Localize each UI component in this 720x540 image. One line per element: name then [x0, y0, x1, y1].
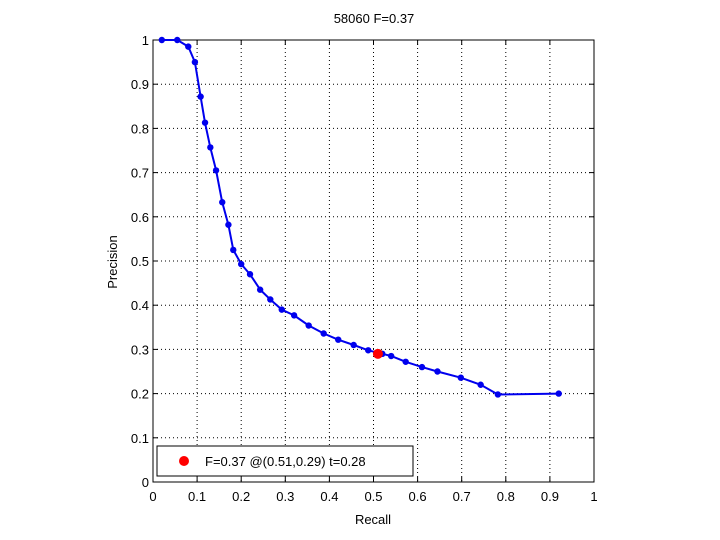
x-tick-labels: 0 0.1 0.2 0.3 0.4 0.5 0.6 0.7 0.8 0.9 1	[149, 489, 597, 504]
series-point	[402, 358, 409, 365]
x-tick-label: 0.8	[497, 489, 515, 504]
series-point	[457, 374, 465, 381]
series-point	[219, 199, 226, 206]
series-point	[494, 391, 502, 398]
y-tick-label: 1	[142, 33, 149, 48]
series-point	[335, 336, 342, 343]
y-tick-label: 0.7	[131, 166, 149, 181]
y-tick-label: 0.5	[131, 254, 149, 269]
y-axis-label: Precision	[105, 235, 120, 288]
y-tick-label: 0	[142, 475, 149, 490]
x-tick-label: 0.9	[541, 489, 559, 504]
series-point	[207, 144, 214, 151]
series-point	[365, 347, 372, 354]
y-tick-label: 0.8	[131, 121, 149, 136]
x-tick-label: 0.6	[409, 489, 427, 504]
y-tick-label: 0.2	[131, 387, 149, 402]
grid	[153, 40, 594, 482]
y-tick-label: 0.6	[131, 210, 149, 225]
series-point	[158, 36, 166, 44]
x-tick-label: 0.2	[232, 489, 250, 504]
series-point	[477, 381, 484, 388]
y-tick-label: 0.1	[131, 431, 149, 446]
y-tick-labels: 0 0.1 0.2 0.3 0.4 0.5 0.6 0.7 0.8 0.9 1	[131, 33, 149, 490]
x-axis-label: Recall	[355, 512, 391, 527]
series-point	[225, 221, 232, 228]
x-tick-label: 0.7	[453, 489, 471, 504]
series-points	[158, 36, 562, 398]
tick-marks	[152, 39, 595, 483]
chart-title: 58060 F=0.37	[334, 11, 415, 26]
legend-box	[156, 445, 414, 477]
x-tick-label: 0.4	[320, 489, 338, 504]
series-point	[290, 312, 298, 319]
series-point	[197, 93, 204, 100]
legend: F=0.37 @(0.51,0.29) t=0.28	[156, 445, 414, 477]
x-tick-label: 1	[590, 489, 597, 504]
series-point	[256, 286, 264, 293]
series-point	[230, 246, 237, 254]
y-tick-label: 0.4	[131, 298, 149, 313]
series-point	[191, 58, 199, 66]
x-tick-label: 0.3	[276, 489, 294, 504]
series-point	[212, 167, 220, 174]
y-tick-label: 0.9	[131, 77, 149, 92]
legend-marker	[179, 456, 189, 466]
x-tick-label: 0	[149, 489, 156, 504]
series-point	[267, 296, 274, 303]
series-point	[555, 390, 562, 397]
series-point	[305, 322, 312, 329]
series-point	[434, 368, 441, 375]
series-point	[238, 260, 245, 268]
series-point	[387, 352, 395, 360]
series-point	[174, 36, 181, 44]
legend-label: F=0.37 @(0.51,0.29) t=0.28	[205, 454, 366, 469]
x-tick-label: 0.5	[364, 489, 382, 504]
highlight-point	[372, 348, 383, 359]
y-tick-label: 0.3	[131, 342, 149, 357]
x-tick-label: 0.1	[188, 489, 206, 504]
series-point	[350, 341, 357, 349]
series-point	[320, 330, 327, 337]
series-point	[246, 271, 254, 278]
series-point	[185, 43, 192, 50]
series-point	[278, 306, 285, 313]
series-point	[418, 363, 426, 371]
series-point	[201, 119, 209, 126]
